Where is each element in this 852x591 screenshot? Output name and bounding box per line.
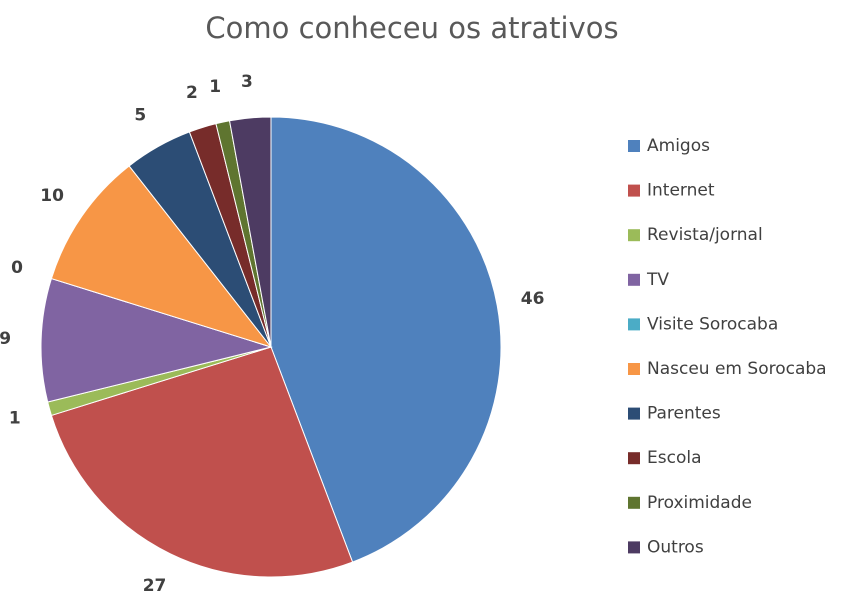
legend-label: Proximidade xyxy=(647,493,752,513)
legend-label: Visite Sorocaba xyxy=(647,314,778,334)
pie-slice xyxy=(40,277,273,403)
data-label: 46 xyxy=(521,289,545,309)
data-label: 5 xyxy=(134,105,146,125)
data-label: 1 xyxy=(9,408,21,428)
legend-label: TV xyxy=(646,270,669,290)
legend-label: Revista/jornal xyxy=(647,225,763,245)
data-label: 3 xyxy=(241,72,253,92)
data-label: 9 xyxy=(0,329,11,349)
legend-swatch xyxy=(628,363,640,375)
legend-swatch xyxy=(628,318,640,331)
legend-swatch xyxy=(628,184,640,197)
legend-swatch xyxy=(628,140,640,152)
legend-swatch xyxy=(628,452,640,465)
legend-label: Parentes xyxy=(647,404,721,424)
pie-slice xyxy=(50,346,354,578)
legend-swatch xyxy=(628,273,640,286)
legend-swatch xyxy=(628,541,640,554)
data-label: 2 xyxy=(186,83,198,103)
data-label: 27 xyxy=(143,576,167,591)
pie-slice xyxy=(270,116,502,563)
legend-swatch xyxy=(628,496,640,509)
data-label: 0 xyxy=(11,258,23,278)
legend-label: Internet xyxy=(647,181,715,201)
chart-title: Como conheceu os atrativos xyxy=(205,11,618,45)
legend-label: Nasceu em Sorocaba xyxy=(647,359,827,379)
data-label: 10 xyxy=(40,186,64,206)
legend-swatch xyxy=(628,407,640,420)
legend-label: Outros xyxy=(647,537,704,557)
legend-label: Escola xyxy=(647,448,702,468)
legend-swatch xyxy=(628,229,640,242)
data-label: 1 xyxy=(209,77,221,97)
pie-slice xyxy=(50,165,273,348)
legend-label: Amigos xyxy=(647,136,710,156)
pie-slice xyxy=(228,116,272,348)
